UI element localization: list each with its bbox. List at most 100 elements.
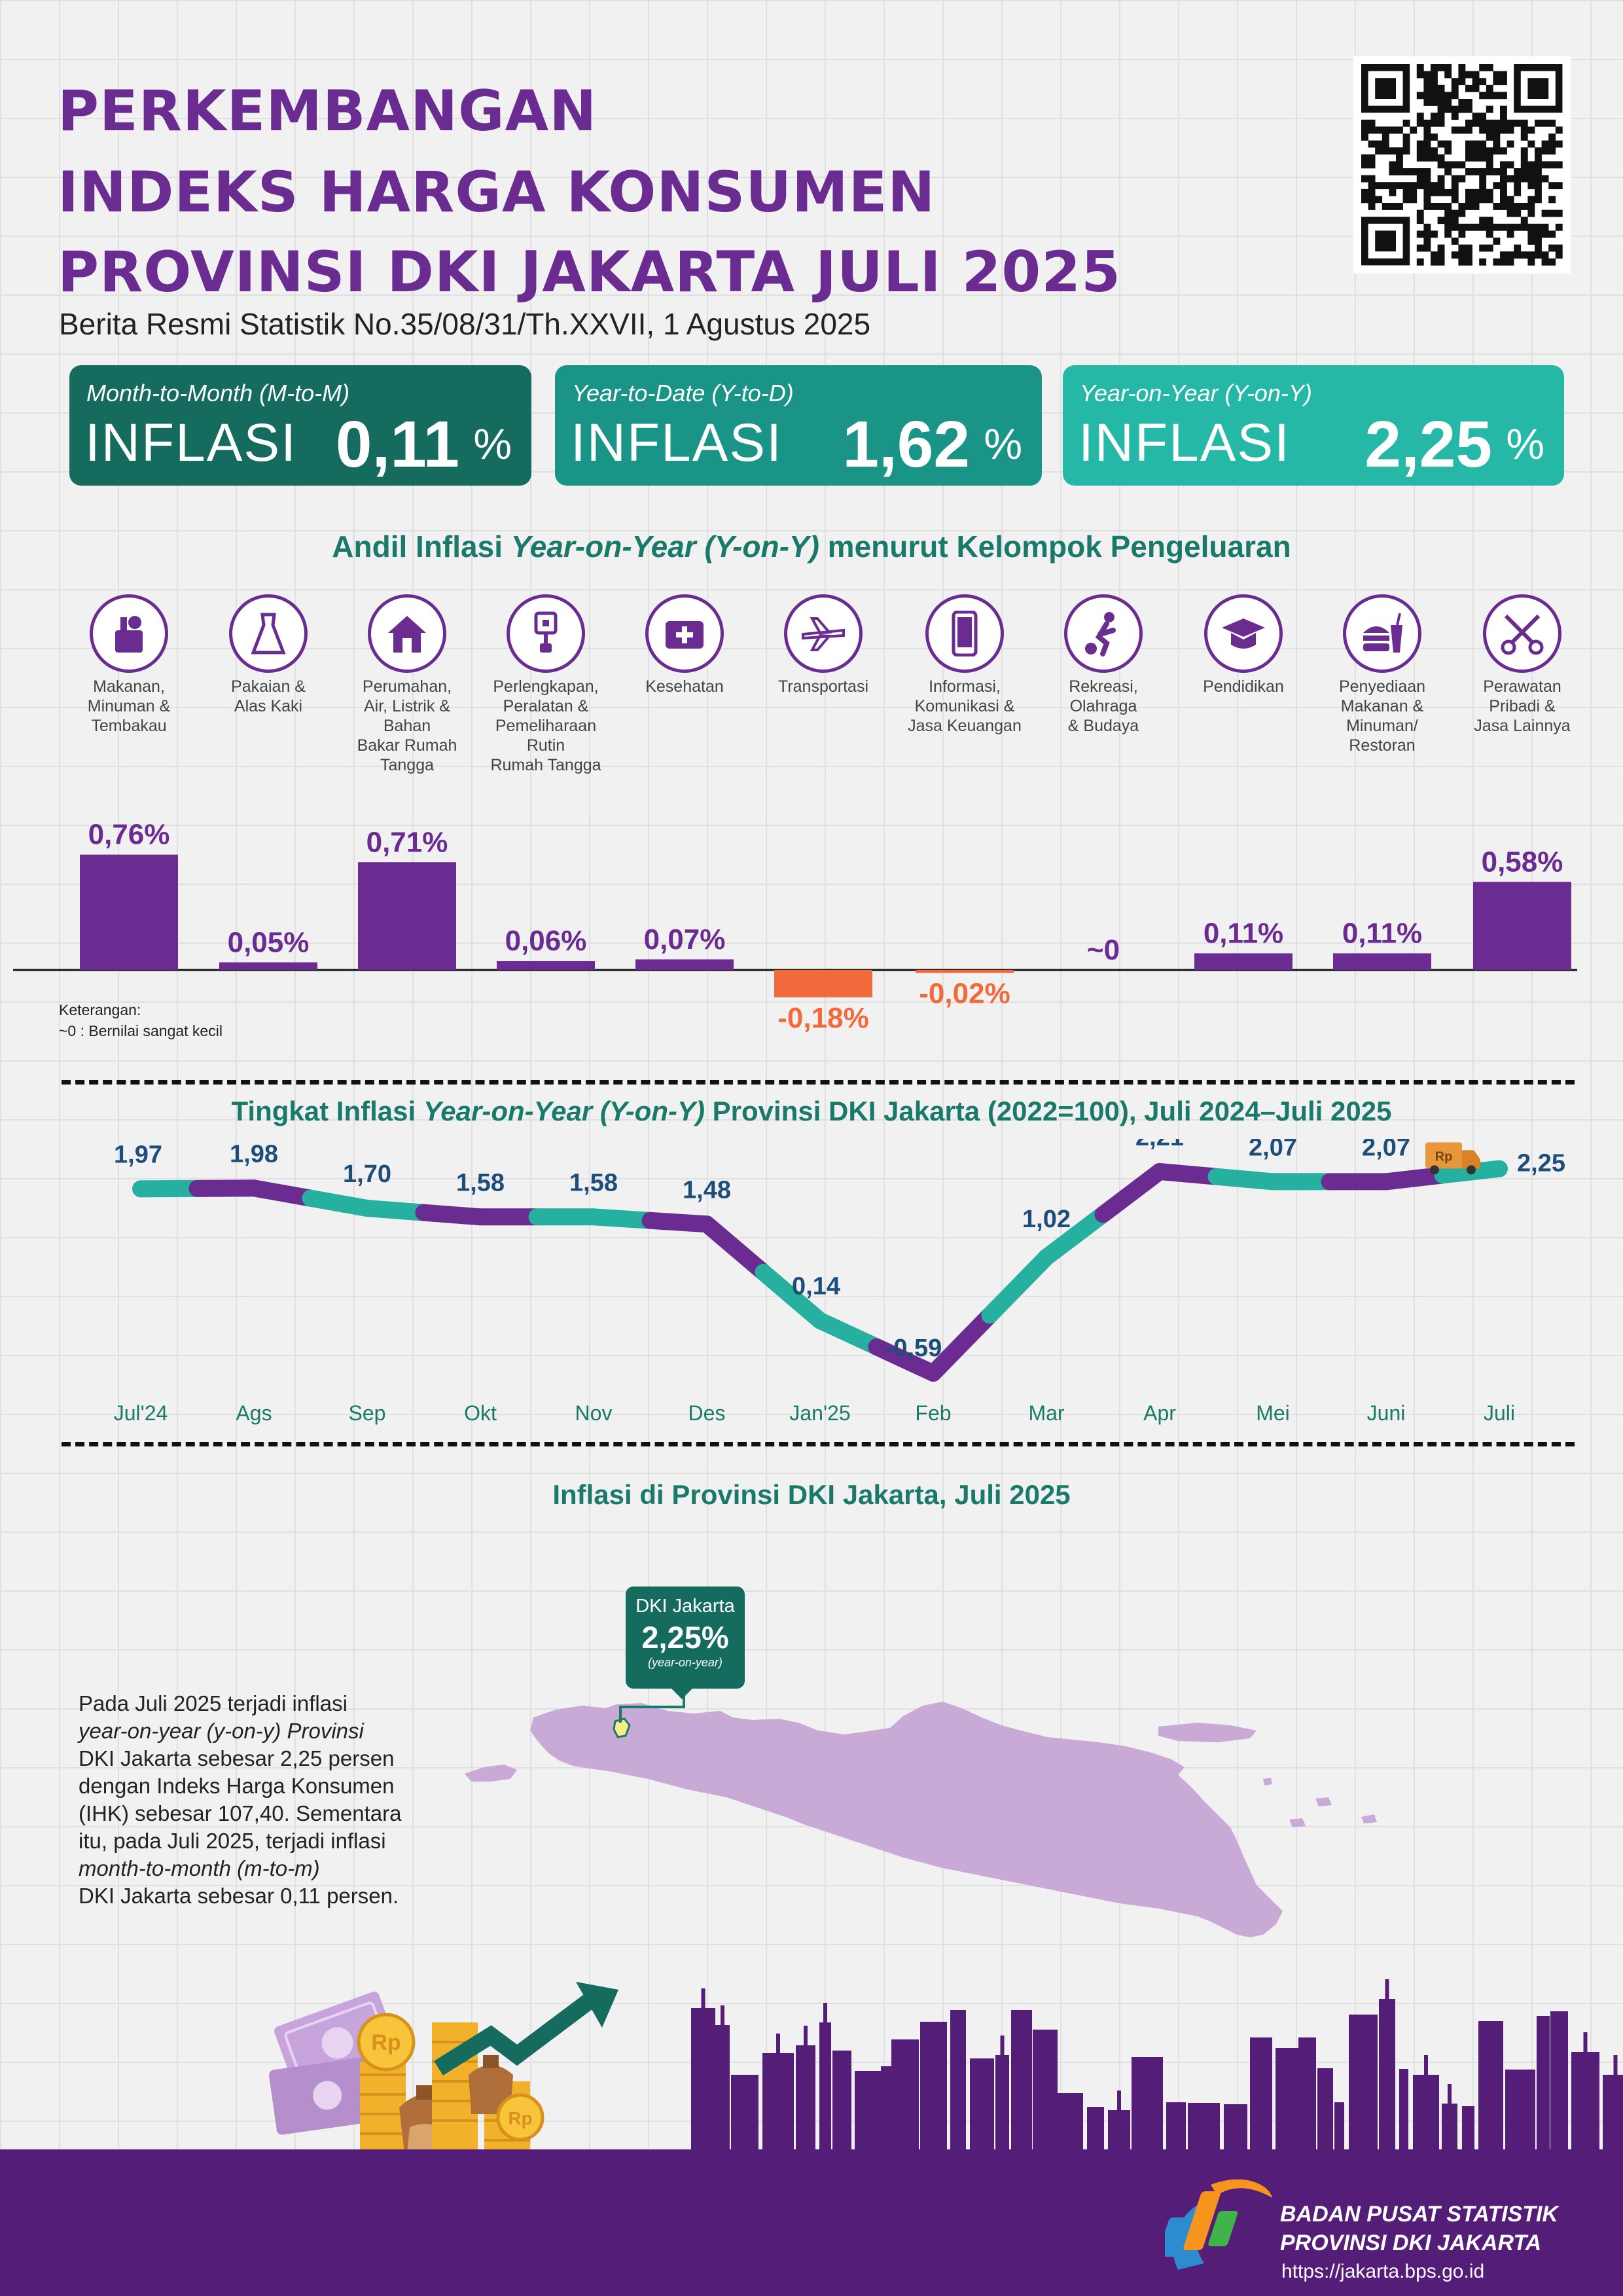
category-label-line: Pribadi &: [1489, 697, 1556, 715]
qr-module: [1507, 140, 1514, 148]
antenna: [1448, 2084, 1452, 2104]
x-tick-label: Sep: [349, 1401, 386, 1425]
qr-module: [1361, 196, 1368, 204]
qr-module: [1486, 92, 1493, 99]
qr-module: [1486, 119, 1493, 127]
qr-code-icon: [1361, 64, 1563, 266]
qr-module: [1437, 84, 1445, 92]
qr-module: [1431, 147, 1438, 155]
qr-module: [1361, 126, 1368, 134]
qr-module: [1375, 126, 1383, 134]
category-label-line: & Budaya: [1067, 717, 1139, 735]
qr-module: [1527, 126, 1535, 134]
qr-module: [1548, 134, 1556, 141]
delivery-truck-icon: [1425, 1142, 1480, 1175]
qr-module: [1465, 188, 1472, 196]
qr-module: [1507, 119, 1514, 127]
line-value-label: 2,07: [1362, 1139, 1410, 1161]
qr-module: [1437, 154, 1445, 162]
first-aid-kit-icon: [645, 594, 724, 673]
building: [1442, 2104, 1457, 2153]
qr-module: [1500, 126, 1507, 134]
qr-module: [1535, 119, 1542, 127]
scissors-comb-icon: [1483, 594, 1561, 673]
bar-value-label: ~0: [1087, 934, 1120, 966]
card-value: 0,11: [335, 408, 459, 481]
callout-name: DKI Jakarta: [635, 1596, 735, 1617]
qr-module: [1479, 147, 1487, 155]
building: [881, 2066, 891, 2153]
qr-module: [1465, 105, 1472, 113]
small-island-4: [1263, 1778, 1272, 1785]
qr-module: [1548, 161, 1556, 169]
grocery-bag-icon-glyph: [115, 616, 143, 653]
qr-module: [1479, 126, 1487, 134]
qr-module: [1416, 258, 1424, 266]
qr-module: [1444, 99, 1452, 106]
qr-module: [1535, 244, 1542, 252]
qr-module: [1423, 238, 1431, 245]
qr-module: [1431, 230, 1438, 238]
category-label-line: Rutin: [526, 736, 565, 755]
qr-module: [1465, 84, 1472, 92]
category-label-line: Olahraga: [1069, 697, 1137, 715]
qr-module: [1514, 244, 1522, 252]
qr-module: [1431, 154, 1438, 162]
qr-module: [1465, 71, 1472, 79]
category-label-line: Bahan: [383, 717, 431, 735]
qr-module: [1465, 196, 1472, 204]
qr-module: [1444, 203, 1452, 210]
qr-module: [1451, 175, 1459, 183]
coin-icon: [357, 2013, 416, 2072]
category-label-line: Pendidikan: [1203, 677, 1284, 696]
category-label-line: Jasa Keuangan: [908, 717, 1022, 735]
qr-module: [1514, 251, 1522, 259]
bar: [497, 961, 595, 970]
paragraph-line: year-on-year (y-on-y) Provinsi: [79, 1719, 364, 1743]
qr-module: [1444, 92, 1452, 99]
qr-module: [1535, 238, 1542, 245]
qr-module: [1465, 126, 1472, 134]
qr-module: [1486, 230, 1493, 238]
category-label: Informasi, Komunikasi & Jasa Keuangan: [899, 677, 1030, 736]
line-segment: [1207, 1168, 1281, 1191]
qr-module: [1479, 244, 1487, 252]
qr-module: [1527, 182, 1535, 190]
qr-module: [1451, 188, 1459, 196]
category-label: Pendidikan: [1178, 677, 1309, 696]
qr-module: [1458, 175, 1466, 183]
qr-module: [1520, 154, 1528, 162]
qr-module: [1507, 161, 1514, 169]
line-segment: [868, 1338, 942, 1382]
building: [1571, 2052, 1599, 2153]
qr-module: [1458, 126, 1466, 134]
qr-module: [1444, 161, 1452, 169]
qr-code[interactable]: [1353, 56, 1571, 274]
org-url[interactable]: https://jakarta.bps.go.id: [1281, 2261, 1485, 2282]
qr-module: [1479, 258, 1487, 266]
qr-module: [1472, 203, 1480, 210]
line-segment: [925, 1306, 999, 1382]
category-label-line: Penyediaan: [1338, 677, 1426, 696]
qr-module: [1437, 113, 1445, 120]
qr-module: [1389, 203, 1397, 210]
qr-module: [1444, 217, 1452, 224]
qr-module: [1458, 244, 1466, 252]
qr-module: [1541, 119, 1549, 127]
category-label: Transportasi: [758, 677, 889, 696]
qr-module: [1361, 161, 1368, 169]
qr-module: [1555, 223, 1563, 231]
qr-module: [1368, 126, 1376, 134]
antenna: [776, 2034, 780, 2053]
qr-module: [1486, 134, 1493, 141]
qr-module: [1514, 119, 1522, 127]
qr-module: [1507, 196, 1514, 204]
category-label: Penyediaan Makanan & Minuman/Restoran: [1317, 677, 1448, 755]
qr-module: [1402, 140, 1410, 148]
qr-module: [1535, 154, 1542, 162]
soccer-player-icon: [1064, 594, 1143, 673]
qr-module: [1375, 196, 1383, 204]
jakarta-marker: [613, 1717, 631, 1738]
qr-module: [1514, 168, 1522, 175]
line-segment: [415, 1204, 489, 1226]
